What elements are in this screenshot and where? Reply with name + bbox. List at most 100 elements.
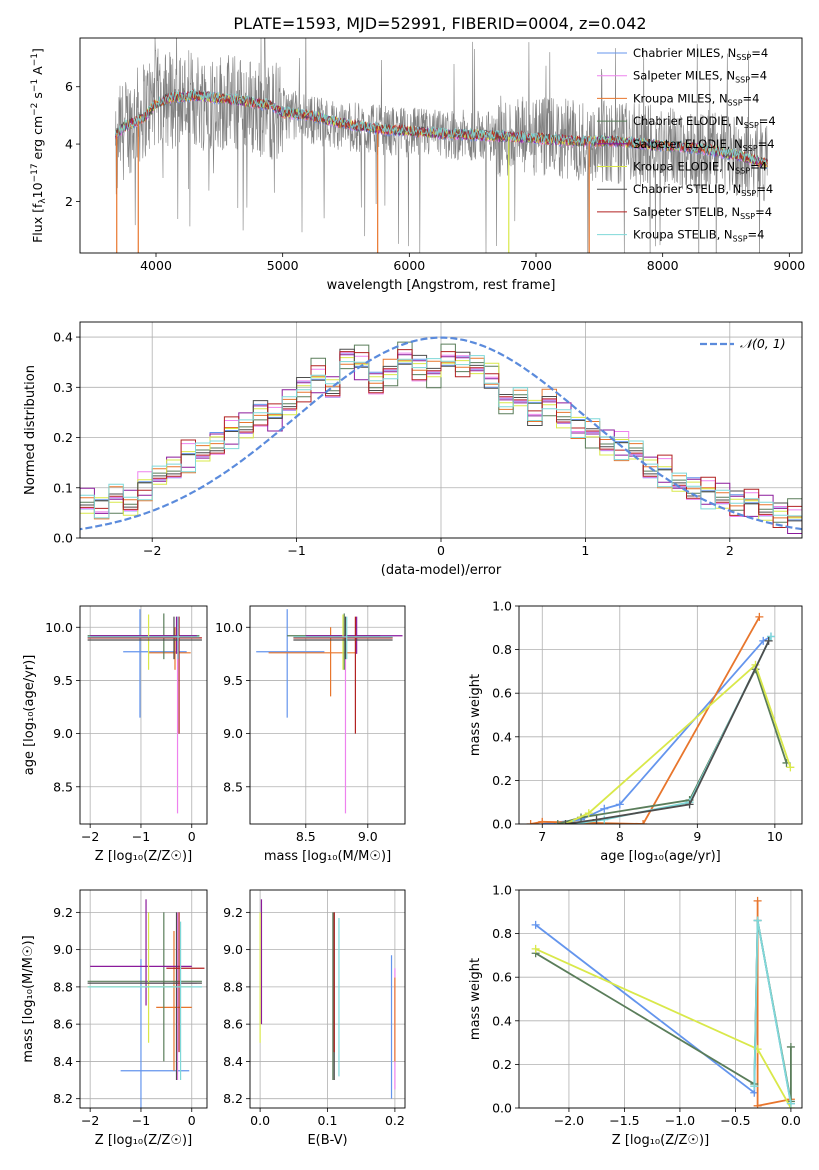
- y-axis-label: mass weight: [468, 958, 483, 1040]
- y-tick-label-1: 9.0: [223, 726, 243, 741]
- weight-line-2: [557, 666, 788, 824]
- weight-marker-4-0: [569, 820, 578, 824]
- panel-age-vs-Z: −2 −1 0 8.5 9.0 9.5 10.0 Z [log₁₀(Z/Z☉)] age [lo…: [22, 605, 208, 864]
- legend-label-0: Chabrier MILES, NSSP=4: [633, 46, 768, 62]
- y-tick-label-0: 8.2: [223, 1091, 243, 1106]
- y-tick-label-2: 8.6: [53, 1017, 73, 1032]
- y-tick-label-3: 0.3: [53, 380, 73, 395]
- weight-marker-4-0: [750, 1082, 759, 1091]
- legend-label-1: Salpeter MILES, NSSP=4: [633, 69, 767, 85]
- x-axis-label: Z [log₁₀(Z/Z☉)]: [95, 1133, 192, 1148]
- weight-marker-5-0: [561, 820, 570, 824]
- x-tick-label-0: 4000: [140, 258, 172, 273]
- y-tick-label-1: 8.4: [223, 1054, 243, 1069]
- weight-marker-1-3: [755, 612, 764, 621]
- x-tick-label-2: 0: [188, 829, 196, 844]
- spectrum-legend: Chabrier MILES, NSSP=4 Salpeter MILES, NS…: [597, 46, 776, 244]
- y-tick-label-4: 0.4: [53, 330, 73, 345]
- histogram-7: [80, 349, 802, 528]
- weight-marker-1-0: [753, 896, 762, 905]
- y-axis-label: Flux [fλ10−17 erg cm−2 s−1 A−1]: [30, 48, 48, 243]
- y-tick-label-3: 0.6: [492, 686, 512, 701]
- weight-marker-1-0: [526, 820, 535, 824]
- x-tick-label-1: 5000: [267, 258, 299, 273]
- plot-area: [87, 609, 202, 814]
- panel-mass-vs-EBV: 0.0 0.1 0.2 8.2 8.4 8.6 8.8 9.0 9.2 E(B-V): [223, 889, 406, 1148]
- x-tick-label-1: −1.5: [609, 1113, 639, 1128]
- gaussian-curve: [80, 336, 802, 531]
- weight-marker-5-2: [685, 800, 694, 809]
- y-tick-label-5: 1.0: [492, 599, 512, 614]
- x-tick-label-2: 6000: [393, 258, 425, 273]
- y-axis-label: mass [log₁₀(M/M☉)]: [21, 935, 36, 1062]
- weight-marker-1-2: [639, 820, 648, 824]
- y-tick-label-0: 8.2: [53, 1091, 73, 1106]
- weight-marker-3-0: [531, 944, 540, 953]
- weight-marker-1-1: [753, 1101, 762, 1108]
- weight-marker-2-4: [786, 1042, 795, 1051]
- axes-frame: [518, 605, 803, 825]
- histogram-1: [80, 352, 802, 529]
- weight-marker-4-3: [766, 632, 775, 641]
- legend-label-3: Chabrier ELODIE, NSSP=4: [633, 114, 776, 130]
- x-tick-label-4: 0.0: [781, 1113, 801, 1128]
- figure-title: PLATE=1593, MJD=52991, FIBERID=0004, z=0…: [233, 14, 646, 33]
- axes-frame: [79, 889, 208, 1109]
- y-tick-label-0: 8.5: [223, 779, 243, 794]
- x-axis-label: Z [log₁₀(Z/Z☉)]: [95, 849, 192, 864]
- plot-area: [115, 38, 768, 253]
- y-tick-label-1: 0.2: [492, 1057, 512, 1072]
- x-tick-label-3: 7000: [520, 258, 552, 273]
- axes-frame: [249, 889, 406, 1109]
- x-tick-label-1: −1: [132, 829, 150, 844]
- x-axis-label: mass [log₁₀(M/M☉)]: [264, 849, 391, 864]
- panel-massweight-vs-age: 7 8 9 10 0.0 0.2 0.4 0.6 0.8 1.0 age [log₁₀(age/yr…: [468, 599, 803, 864]
- x-tick-label-1: 0.1: [318, 1113, 338, 1128]
- y-tick-label-3: 8.8: [223, 979, 243, 994]
- weight-marker-5-3: [764, 636, 773, 645]
- x-tick-label-5: 9000: [773, 258, 805, 273]
- weight-marker-1-1: [538, 817, 547, 824]
- y-tick-label-2: 9.5: [223, 673, 243, 688]
- y-tick-label-2: 6: [65, 79, 73, 94]
- y-tick-label-5: 9.2: [53, 905, 73, 920]
- x-tick-label-2: 9: [693, 829, 701, 844]
- panel-mass-vs-Z: −2 −1 0 8.2 8.4 8.6 8.8 9.0 9.2 Z [log₁₀(Z/Z☉)] ma…: [21, 889, 208, 1148]
- y-tick-label-0: 8.5: [53, 779, 73, 794]
- y-tick-label-1: 9.0: [53, 726, 73, 741]
- weight-marker-3-3: [786, 763, 795, 772]
- panel-residuals: −2 −1 0 1 2 0.0 0.1 0.2 0.3 0.4 (data-model)/error…: [23, 321, 803, 578]
- weight-line-5: [565, 640, 770, 824]
- axes-frame: [518, 889, 803, 1109]
- y-tick-label-2: 0.4: [492, 1013, 512, 1028]
- x-tick-label-0: −2: [143, 543, 161, 558]
- y-tick-label-3: 0.6: [492, 970, 512, 985]
- x-tick-label-1: −1: [132, 1113, 150, 1128]
- model-spectrum-7: [115, 88, 768, 168]
- x-tick-label-4: 2: [726, 543, 734, 558]
- y-tick-label-0: 2: [65, 194, 73, 209]
- legend-label-2: Kroupa MILES, NSSP=4: [633, 91, 759, 107]
- legend-label-gaussian: 𝒩(0, 1): [740, 336, 786, 351]
- panel-age-vs-mass: 8.5 9.0 8.5 9.0 9.5 10.0 mass [log₁₀(M/M☉)]: [215, 605, 406, 864]
- model-spectrum-8: [115, 87, 768, 166]
- x-tick-label-0: −2: [81, 1113, 99, 1128]
- legend-label-8: Kroupa STELIB, NSSP=4: [633, 228, 764, 244]
- y-axis-label: Normed distribution: [23, 365, 38, 495]
- weight-line-2: [535, 920, 792, 1102]
- weight-marker-0-0: [531, 920, 540, 929]
- x-axis-label: (data-model)/error: [381, 563, 502, 578]
- axes-frame: [79, 321, 803, 539]
- plot-area: [526, 612, 795, 824]
- panel-spectrum: 4000 5000 6000 7000 8000 9000 2 4 6 wavelength [A…: [30, 37, 805, 293]
- plot-area: [259, 899, 396, 1099]
- y-tick-label-0: 0.0: [53, 531, 73, 546]
- y-tick-label-1: 0.1: [53, 480, 73, 495]
- legend-label-7: Salpeter STELIB, NSSP=4: [633, 205, 772, 221]
- x-tick-label-0: −2: [81, 829, 99, 844]
- histogram-3: [80, 341, 802, 523]
- weight-marker-5-1: [592, 815, 601, 824]
- histogram-6: [80, 348, 802, 525]
